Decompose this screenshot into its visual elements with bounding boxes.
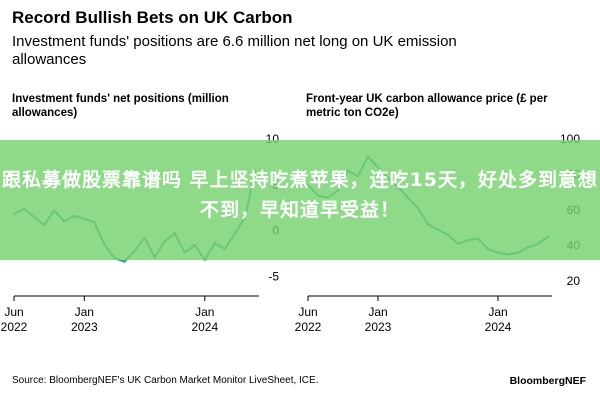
page-subtitle: Investment funds' positions are 6.6 mill… — [12, 33, 457, 68]
right-x-tick-label-1-0: Jan — [368, 305, 387, 319]
left-y-tick-label-3: -5 — [268, 269, 279, 283]
promo-banner-text: 跟私募做股票靠谱吗 早上坚持吃煮苹果，连吃15天，好处多到意想不到，早知道早受益… — [1, 169, 599, 221]
right-y-tick-label-4: 20 — [567, 274, 581, 288]
right-x-tick-label-2-1: 2024 — [485, 320, 512, 334]
brand-logo: BloombergNEF — [509, 375, 586, 387]
page-title: Record Bullish Bets on UK Carbon — [12, 8, 293, 27]
promo-banner — [0, 140, 600, 260]
left-x-tick-label-0-1: 2022 — [1, 320, 28, 334]
right-x-tick-label-2-0: Jan — [488, 305, 507, 319]
left-x-tick-label-1-1: 2023 — [71, 320, 98, 334]
left-x-tick-label-1-0: Jan — [75, 305, 94, 319]
left-chart-title: Investment funds' net positions (million… — [12, 93, 229, 119]
left-x-tick-label-2-1: 2024 — [191, 320, 218, 334]
right-x-tick-label-0-1: 2022 — [295, 320, 322, 334]
left-data-point — [123, 260, 126, 263]
source-note: Source: BloombergNEF's UK Carbon Market … — [12, 375, 319, 386]
right-x-tick-label-0-0: Jun — [298, 305, 317, 319]
right-chart-title: Front-year UK carbon allowance price (£ … — [306, 93, 548, 119]
left-x-tick-label-0-0: Jun — [4, 305, 23, 319]
right-x-tick-label-1-1: 2023 — [365, 320, 392, 334]
left-x-tick-label-2-0: Jan — [195, 305, 214, 319]
